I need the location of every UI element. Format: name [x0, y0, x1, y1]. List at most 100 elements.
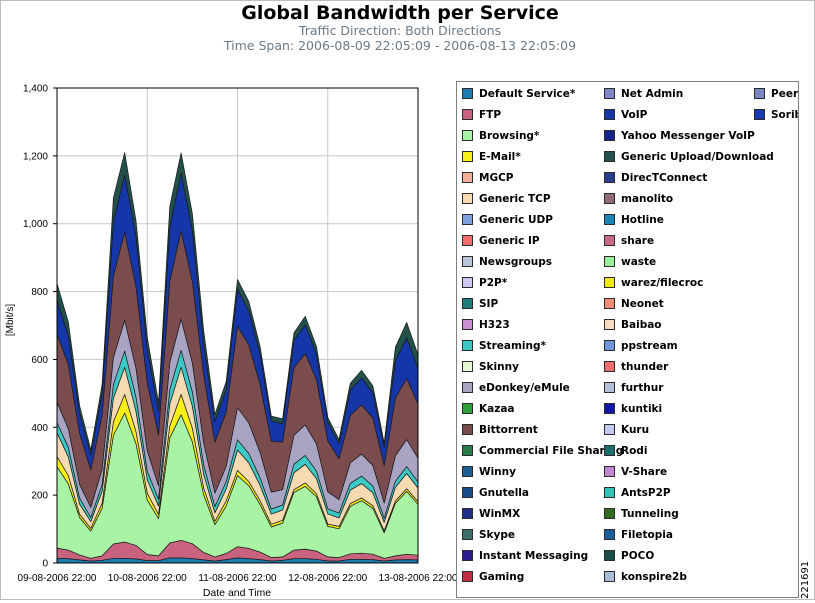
- legend-item: share: [604, 234, 654, 248]
- legend-swatch: [462, 234, 473, 246]
- legend-item: MGCP: [462, 171, 513, 185]
- y-tick-label: 400: [31, 423, 48, 434]
- legend-label: Skinny: [479, 361, 519, 373]
- legend-swatch: [462, 192, 473, 204]
- figure-id: 221691: [797, 533, 815, 603]
- y-axis-label: [Mbit/s]: [5, 304, 16, 336]
- legend-label: SIP: [479, 298, 499, 310]
- legend-swatch: [462, 276, 473, 288]
- legend-item: FTP: [462, 108, 501, 122]
- legend-item: Tunneling: [604, 507, 679, 521]
- legend-swatch: [462, 402, 473, 414]
- legend-swatch: [462, 318, 473, 330]
- legend-swatch: [604, 402, 615, 414]
- legend-item: Generic Upload/Download: [604, 150, 774, 164]
- x-tick-label: 12-08-2006 22:00: [288, 573, 367, 584]
- legend-item: V-Share: [604, 465, 667, 479]
- y-tick-label: 200: [31, 491, 48, 502]
- legend-label: FTP: [479, 109, 502, 121]
- legend-label: Tunneling: [621, 508, 679, 520]
- legend-item: AntsP2P: [604, 486, 671, 500]
- legend-item: P2P*: [462, 276, 507, 290]
- legend-swatch: [604, 507, 615, 519]
- y-tick-label: 1,000: [23, 219, 48, 230]
- legend-item: furthur: [604, 381, 663, 395]
- legend-label: H323: [479, 319, 510, 331]
- legend-swatch: [462, 381, 473, 393]
- legend-item: Winny: [462, 465, 516, 479]
- x-tick-label: 09-08-2006 22:00: [18, 573, 97, 584]
- legend-item: warez/filecroc: [604, 276, 703, 290]
- chart-subtitle-direction: Traffic Direction: Both Directions: [298, 23, 502, 38]
- series-areas: [56, 152, 419, 564]
- legend-item: Baibao: [604, 318, 662, 332]
- legend-label: AntsP2P: [621, 487, 671, 499]
- legend-swatch: [462, 360, 473, 372]
- legend-item: Generic UDP: [462, 213, 553, 227]
- y-tick-label: 800: [31, 287, 48, 298]
- legend-item: DirecTConnect: [604, 171, 707, 185]
- chart-title: Global Bandwidth per Service: [241, 2, 559, 24]
- legend-item: Streaming*: [462, 339, 546, 353]
- legend-label: MGCP: [479, 172, 514, 184]
- legend-label: E-Mail*: [479, 151, 521, 163]
- legend-item: Instant Messaging: [462, 549, 588, 563]
- legend-item: Kazaa: [462, 402, 515, 416]
- legend-item: Neonet: [604, 297, 664, 311]
- legend-swatch: [604, 444, 615, 456]
- legend-label: Filetopia: [621, 529, 673, 541]
- legend-label: Gnutella: [479, 487, 529, 499]
- legend-label: PeerE: [771, 88, 799, 100]
- legend-label: Instant Messaging: [479, 550, 589, 562]
- legend-swatch: [604, 339, 615, 351]
- legend-item: Skype: [462, 528, 515, 542]
- y-tick-labels: 0 200 400 600 800 1,000 1,200 1,400: [23, 84, 48, 570]
- legend-item: Hotline: [604, 213, 664, 227]
- legend-item: PeerE: [754, 87, 799, 101]
- legend-label: Newsgroups: [479, 256, 553, 268]
- legend-label: Yahoo Messenger VoIP: [621, 130, 755, 142]
- legend-swatch: [604, 360, 615, 372]
- legend-label: Baibao: [621, 319, 662, 331]
- y-tick-label: 1,200: [23, 151, 48, 162]
- legend-item: SIP: [462, 297, 498, 311]
- legend-label: warez/filecroc: [621, 277, 704, 289]
- legend-label: konspire2b: [621, 571, 687, 583]
- legend-label: POCO: [621, 550, 655, 562]
- legend-label: VoIP: [621, 109, 648, 121]
- legend-swatch: [462, 108, 473, 120]
- legend-swatch: [604, 549, 615, 561]
- legend-label: thunder: [621, 361, 669, 373]
- legend-label: eDonkey/eMule: [479, 382, 570, 394]
- legend-item: Commercial File Sharing: [462, 444, 623, 458]
- legend-item: Default Service*: [462, 87, 575, 101]
- legend-swatch: [462, 549, 473, 561]
- legend-label: Commercial File Sharing: [479, 445, 624, 457]
- legend-label: Streaming*: [479, 340, 546, 352]
- legend-swatch: [604, 234, 615, 246]
- legend-swatch: [462, 465, 473, 477]
- x-tick-labels: 09-08-2006 22:00 10-08-2006 22:00 11-08-20…: [18, 573, 458, 584]
- legend-swatch: [462, 87, 473, 99]
- legend-swatch: [462, 213, 473, 225]
- legend-item: Generic TCP: [462, 192, 551, 206]
- legend-swatch: [462, 528, 473, 540]
- x-tick-label: 11-08-2006 22:00: [198, 573, 277, 584]
- legend-label: Generic TCP: [479, 193, 551, 205]
- legend-item: Skinny: [462, 360, 519, 374]
- legend-swatch: [462, 150, 473, 162]
- legend-label: furthur: [621, 382, 664, 394]
- legend-item: E-Mail*: [462, 150, 521, 164]
- legend-swatch: [604, 150, 615, 162]
- legend-item: manolito: [604, 192, 673, 206]
- legend-swatch: [604, 465, 615, 477]
- legend-label: Generic Upload/Download: [621, 151, 774, 163]
- legend-item: thunder: [604, 360, 668, 374]
- legend-item: Gnutella: [462, 486, 529, 500]
- legend-label: Neonet: [621, 298, 664, 310]
- legend-label: Hotline: [621, 214, 664, 226]
- legend-item: Kuru: [604, 423, 649, 437]
- legend-swatch: [754, 108, 765, 120]
- legend-swatch: [462, 339, 473, 351]
- legend-item: konspire2b: [604, 570, 687, 584]
